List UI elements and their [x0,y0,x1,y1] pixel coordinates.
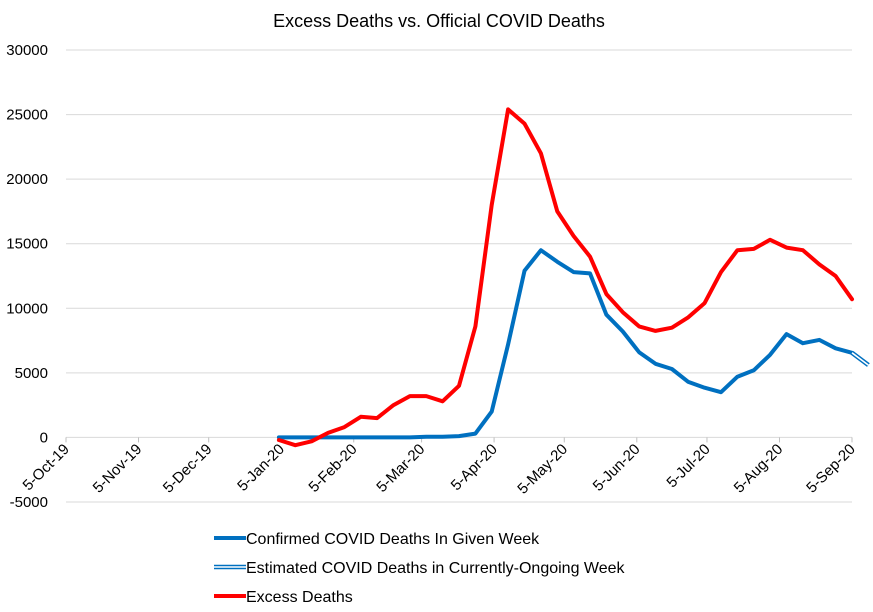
y-tick-label: 5000 [15,365,48,382]
y-axis: 30000 25000 20000 15000 10000 5000 0 -5000 [6,42,48,511]
y-tick-label: 0 [40,429,48,446]
x-tick-label: 5-Apr-20 [448,441,501,494]
chart-title: Excess Deaths vs. Official COVID Deaths [273,11,605,31]
series-line-inner [851,352,869,366]
legend-label: Estimated COVID Deaths in Currently-Ongo… [246,560,626,577]
series-confirmed-covid-deaths-in-given-week [276,248,854,440]
legend-label: Confirmed COVID Deaths In Given Week [246,531,540,548]
legend-item-estimated-covid-deaths-in-currently-ongoing-week: Estimated COVID Deaths in Currently-Ongo… [214,560,626,577]
x-axis: 5-Oct-19 5-Nov-19 5-Dec-19 5-Jan-20 5-Feb-20… [20,436,859,498]
x-tick-label: 5-Sep-20 [803,441,859,497]
y-tick-label: 20000 [6,171,48,188]
x-tick-label: 5-Dec-19 [160,441,216,497]
x-tick-label: 5-Jan-20 [234,441,288,495]
legend: Confirmed COVID Deaths In Given Week Esti… [214,531,626,606]
gridlines [66,49,852,503]
x-tick-label: 5-Aug-20 [731,441,787,497]
legend-item-confirmed-covid-deaths-in-given-week: Confirmed COVID Deaths In Given Week [214,531,540,548]
x-tick-label: 5-Feb-20 [305,441,360,496]
legend-label: Excess Deaths [246,589,353,606]
x-tick-label: 5-Jul-20 [663,441,713,491]
x-tick-label: 5-Mar-20 [373,441,428,496]
legend-item-excess-deaths: Excess Deaths [214,589,353,606]
y-tick-label: -5000 [10,494,48,511]
series-line [276,248,854,440]
y-tick-label: 25000 [6,107,48,124]
y-tick-label: 15000 [6,236,48,253]
x-tick-label: 5-May-20 [514,441,571,498]
series-estimated-covid-deaths-in-currently-ongoing-week [850,350,870,367]
series-excess-deaths [276,107,854,448]
x-tick-label: 5-Nov-19 [90,441,146,497]
y-tick-label: 30000 [6,42,48,59]
series-line [276,107,854,448]
x-tick-label: 5-Oct-19 [20,441,73,494]
y-tick-label: 10000 [6,300,48,317]
series-lines [276,107,870,448]
x-tick-label: 5-Jun-20 [590,441,644,495]
